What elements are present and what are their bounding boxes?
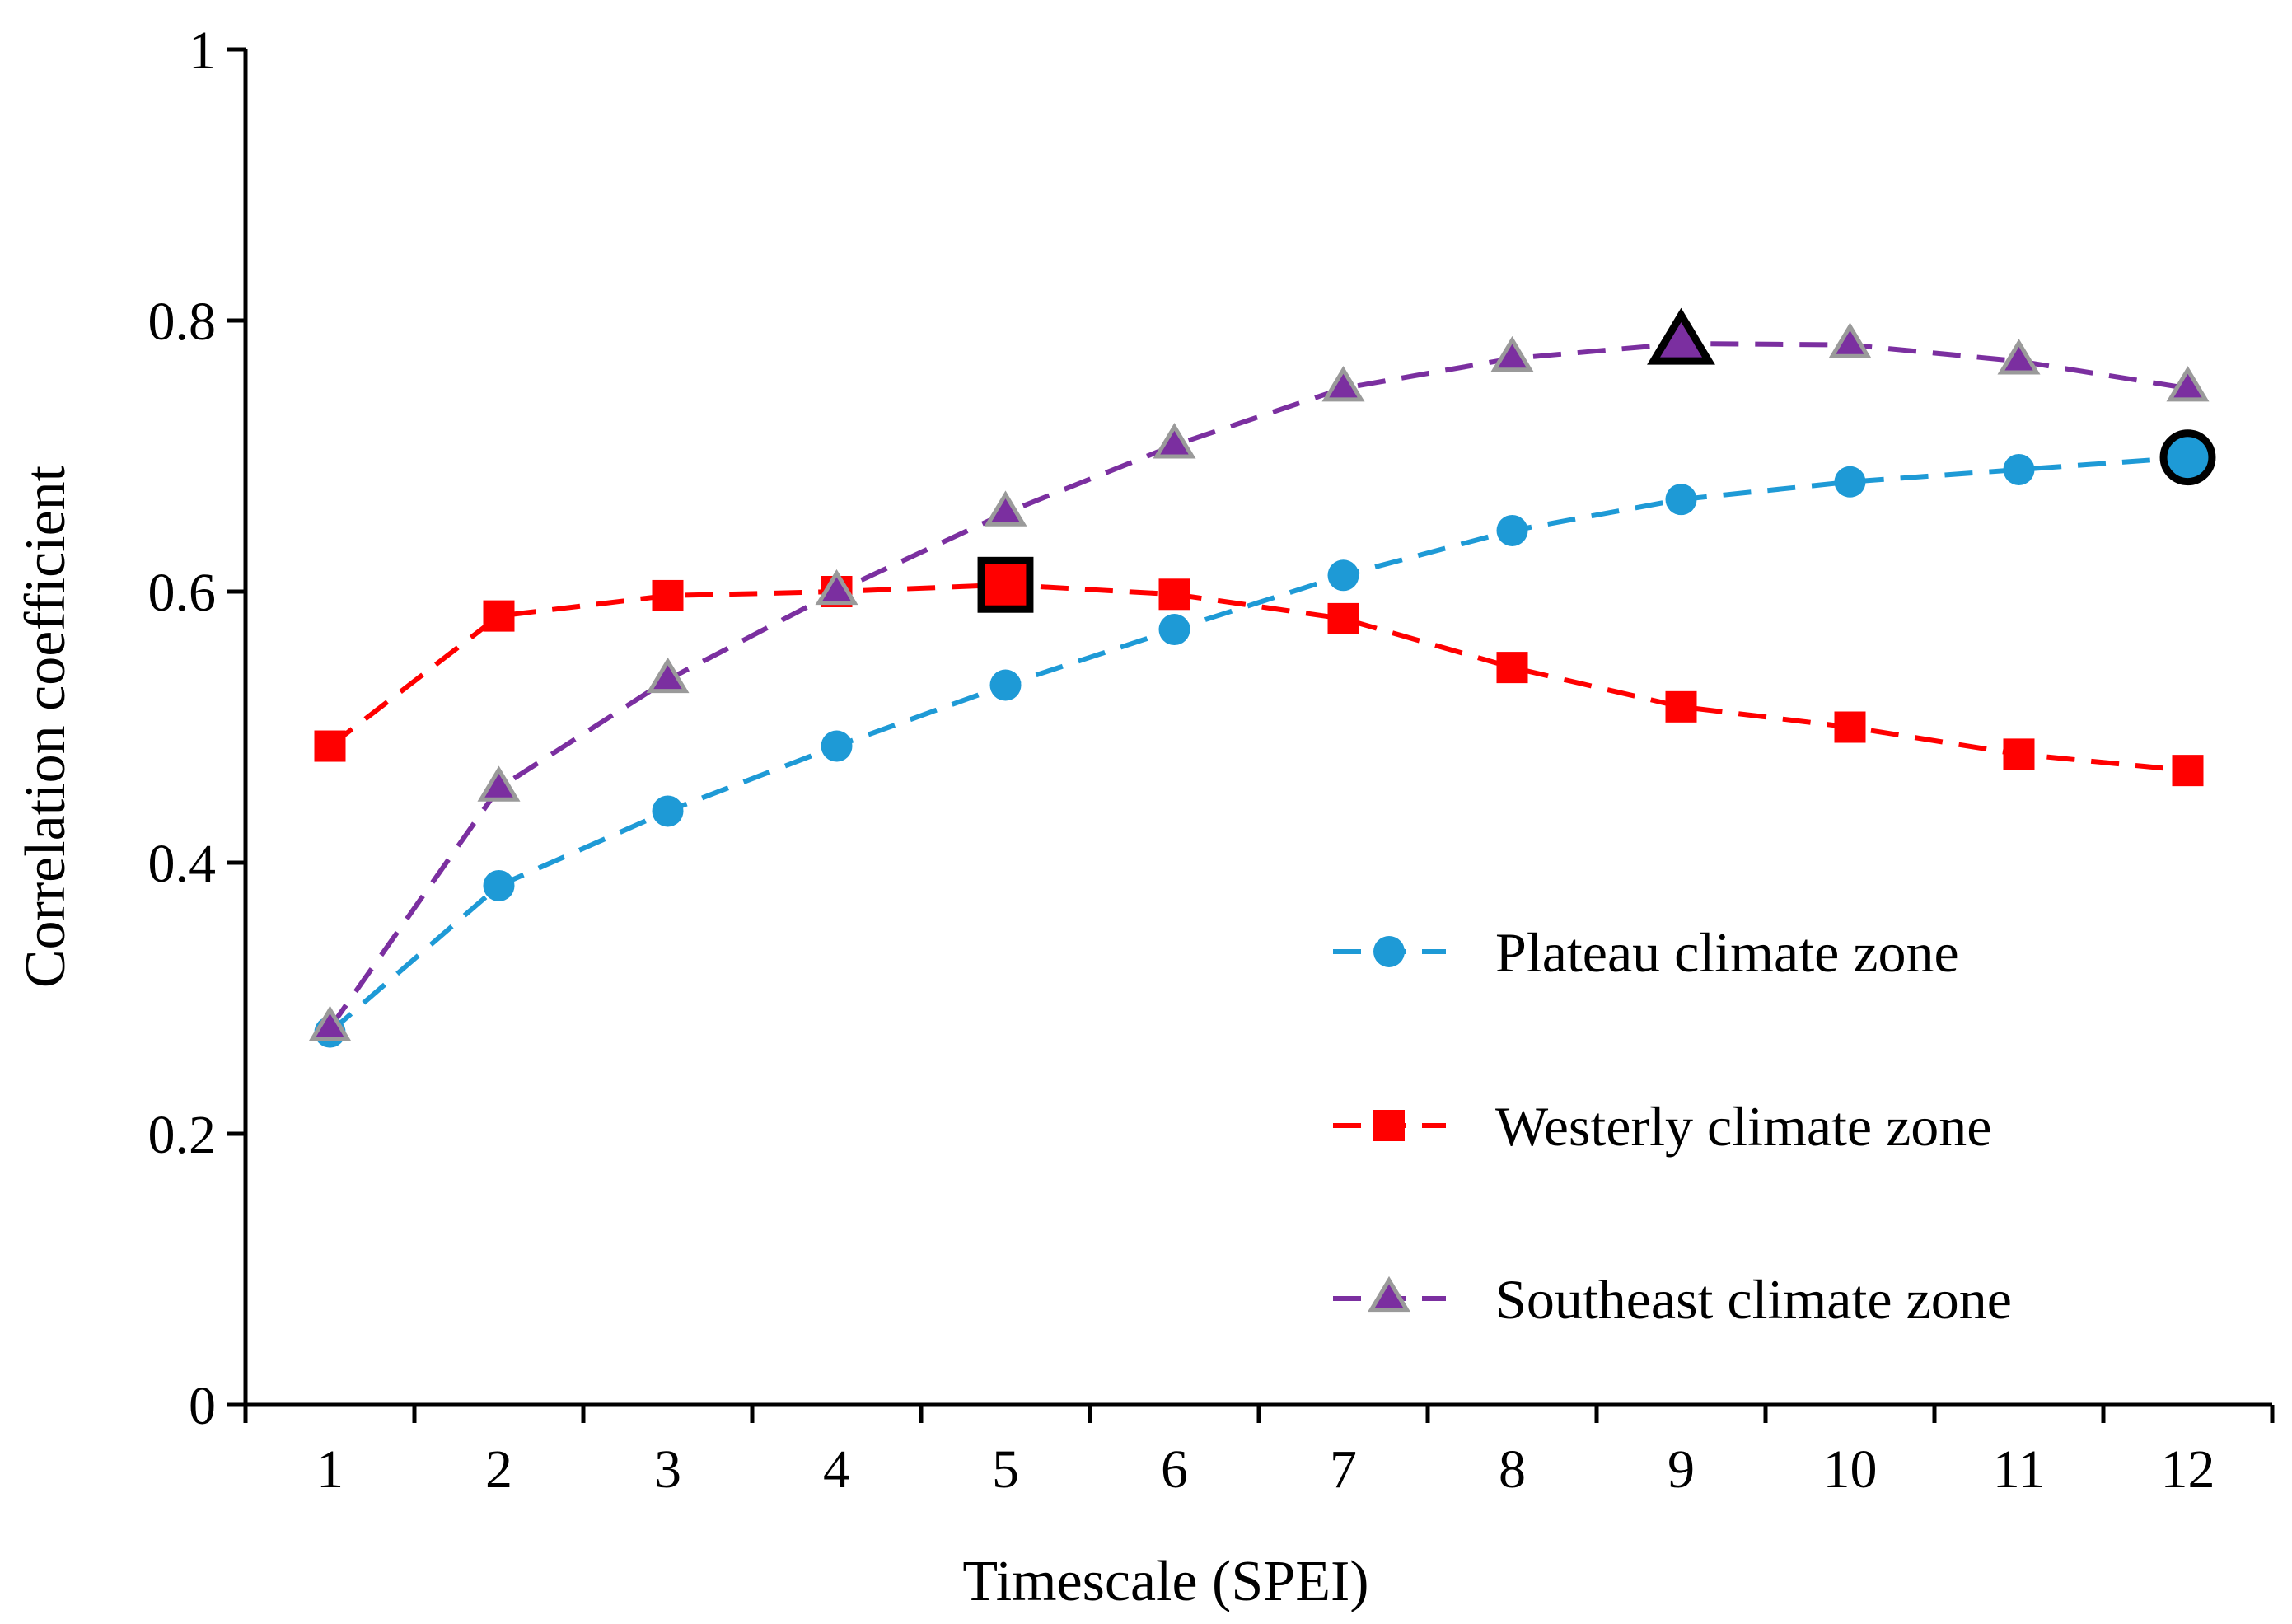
- x-tick-label: 8: [1499, 1439, 1526, 1500]
- data-point-marker: [1834, 711, 1866, 743]
- y-tick-label: 0.2: [148, 1105, 217, 1165]
- max-point-marker: [977, 556, 1034, 613]
- data-point-marker: [1665, 690, 1697, 723]
- ticks: 00.20.40.60.811 2 3 4 5 6 7 8 9 10 11 12: [148, 21, 2275, 1500]
- x-tick-label: 5: [992, 1439, 1019, 1500]
- series-markers-square: [314, 556, 2204, 787]
- series-triangle: [328, 340, 2188, 1030]
- x-tick-label: 4: [823, 1439, 850, 1500]
- data-point-marker: [1321, 366, 1365, 402]
- data-point-marker: [314, 730, 346, 762]
- series-line: [328, 582, 2188, 774]
- legend-label: Plateau climate zone: [1495, 921, 1959, 984]
- x-tick-label: 10: [1823, 1439, 1878, 1500]
- y-tick-label: 0: [189, 1376, 216, 1436]
- y-tick-label: 1: [189, 21, 216, 81]
- data-point-marker: [1158, 578, 1190, 611]
- data-point-marker: [1327, 602, 1359, 634]
- data-point-marker: [308, 1005, 352, 1041]
- legend-item: Plateau climate zone: [1333, 921, 1959, 984]
- data-point-marker: [984, 490, 1027, 527]
- y-axis-title: Correlation coefficient: [14, 465, 77, 988]
- x-tick-label: 7: [1330, 1439, 1357, 1500]
- data-point-marker: [1665, 484, 1697, 516]
- y-tick-label: 0.4: [148, 834, 217, 894]
- series-line: [328, 340, 2188, 1030]
- data-point-marker: [483, 600, 515, 632]
- data-point-marker: [2003, 453, 2035, 485]
- data-point-marker: [1997, 339, 2041, 375]
- y-tick-label: 0.6: [148, 563, 217, 623]
- series-line: [328, 455, 2188, 1034]
- x-tick-label: 11: [1993, 1439, 2046, 1500]
- data-point-marker: [477, 765, 521, 802]
- legend-marker: [1373, 936, 1405, 967]
- x-tick-label: 9: [1668, 1439, 1695, 1500]
- data-point-marker: [1490, 335, 1534, 372]
- data-point-marker: [1834, 466, 1866, 498]
- max-point-marker: [1647, 307, 1715, 365]
- x-tick-label: 1: [316, 1439, 344, 1500]
- legend-item: Westerly climate zone: [1333, 1095, 1991, 1158]
- data-point-marker: [815, 569, 858, 606]
- series-circle: [328, 455, 2188, 1034]
- legend-marker: [1367, 1275, 1411, 1313]
- legend-label: Southeast climate zone: [1495, 1268, 2012, 1331]
- data-point-marker: [2172, 755, 2204, 787]
- data-point-marker: [1327, 559, 1359, 592]
- data-point-marker: [989, 669, 1022, 701]
- data-point-marker: [646, 657, 690, 694]
- data-point-marker: [1496, 652, 1528, 684]
- legend-item: Southeast climate zone: [1333, 1268, 2012, 1331]
- x-tick-label: 12: [2161, 1439, 2215, 1500]
- series-square: [328, 582, 2188, 774]
- x-tick-label: 3: [654, 1439, 681, 1500]
- series-layer: [308, 307, 2216, 1048]
- x-axis-title: Timescale (SPEI): [962, 1550, 1368, 1613]
- series-markers-triangle: [308, 307, 2210, 1041]
- x-tick-label: 2: [485, 1439, 512, 1500]
- x-tick-label: 6: [1161, 1439, 1188, 1500]
- legend-marker: [1373, 1110, 1405, 1141]
- max-point-marker: [2159, 429, 2216, 486]
- axes: [243, 49, 2272, 1407]
- data-point-marker: [1153, 423, 1196, 459]
- data-point-marker: [2003, 738, 2035, 770]
- data-point-marker: [2166, 366, 2210, 402]
- series-markers-circle: [314, 429, 2216, 1048]
- data-point-marker: [652, 579, 684, 611]
- y-tick-label: 0.8: [148, 292, 217, 352]
- legend: Plateau climate zone Westerly climate zon…: [1333, 921, 2012, 1331]
- data-point-marker: [821, 730, 853, 762]
- data-point-marker: [652, 795, 684, 827]
- data-point-marker: [1158, 614, 1190, 646]
- data-point-marker: [1496, 514, 1528, 546]
- data-point-marker: [483, 869, 515, 901]
- data-point-marker: [1828, 322, 1872, 358]
- legend-label: Westerly climate zone: [1495, 1095, 1991, 1158]
